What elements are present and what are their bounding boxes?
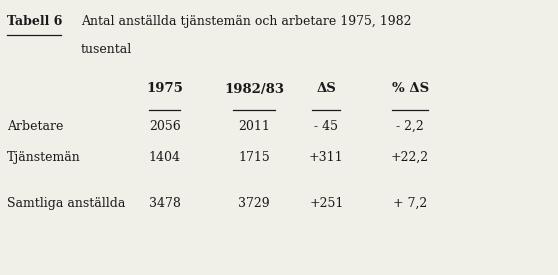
Text: +311: +311 bbox=[309, 151, 344, 164]
Text: ΔS: ΔS bbox=[316, 82, 336, 95]
Text: 1975: 1975 bbox=[146, 82, 183, 95]
Text: 1982/83: 1982/83 bbox=[224, 82, 284, 95]
Text: + 7,2: + 7,2 bbox=[393, 197, 427, 210]
Text: 1404: 1404 bbox=[148, 151, 181, 164]
Text: Samtliga anställda: Samtliga anställda bbox=[7, 197, 125, 210]
Text: - 45: - 45 bbox=[314, 120, 339, 133]
Text: +22,2: +22,2 bbox=[391, 151, 429, 164]
Text: 2011: 2011 bbox=[238, 120, 270, 133]
Text: Tjänstemän: Tjänstemän bbox=[7, 151, 80, 164]
Text: +251: +251 bbox=[309, 197, 344, 210]
Text: Antal anställda tjänstemän och arbetare 1975, 1982: Antal anställda tjänstemän och arbetare … bbox=[81, 15, 411, 28]
Text: 2056: 2056 bbox=[149, 120, 180, 133]
Text: % ΔS: % ΔS bbox=[392, 82, 429, 95]
Text: Arbetare: Arbetare bbox=[7, 120, 63, 133]
Text: tusental: tusental bbox=[81, 43, 132, 56]
Text: 1715: 1715 bbox=[238, 151, 270, 164]
Text: 3478: 3478 bbox=[148, 197, 181, 210]
Text: 3729: 3729 bbox=[238, 197, 270, 210]
Text: Tabell 6: Tabell 6 bbox=[7, 15, 62, 28]
Text: - 2,2: - 2,2 bbox=[396, 120, 424, 133]
